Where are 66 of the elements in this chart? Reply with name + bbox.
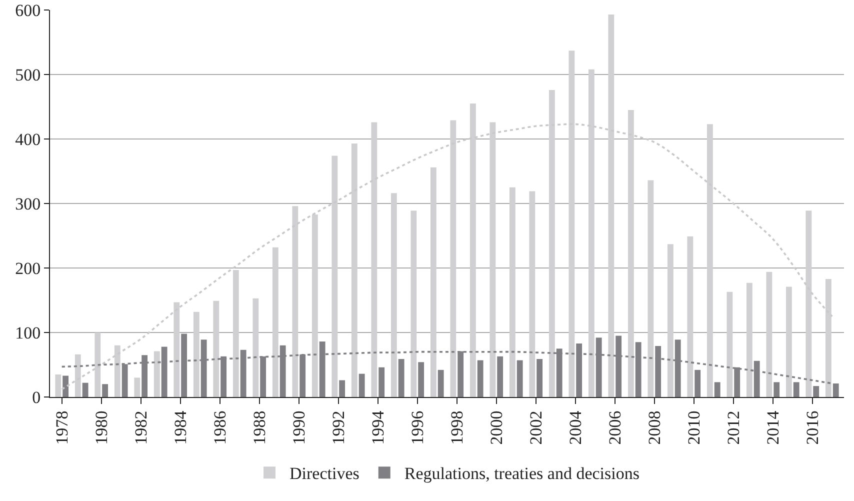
x-tick-label: 2012 [724, 410, 743, 445]
bar [272, 247, 278, 397]
bar [648, 180, 654, 397]
bar [766, 272, 772, 397]
bar [497, 356, 504, 397]
bar [62, 376, 69, 397]
x-tick-label: 2008 [644, 410, 664, 445]
bar [529, 191, 536, 397]
bar [832, 383, 839, 397]
bar [390, 193, 397, 397]
y-tick-label: 500 [15, 65, 41, 84]
bar [687, 236, 694, 397]
bar [102, 384, 108, 397]
legend-label: Regulations, treaties and decisions [404, 464, 640, 484]
bar [378, 367, 385, 397]
x-tick-label: 1986 [210, 410, 230, 445]
bar [438, 370, 444, 397]
bar [714, 382, 720, 397]
legend-label: Directives [290, 464, 360, 484]
bar [410, 210, 417, 397]
bar [82, 382, 88, 397]
bar [509, 187, 516, 397]
x-tick-label: 1978 [52, 410, 72, 445]
x-tick-label: 1992 [328, 410, 348, 445]
bar [774, 382, 780, 397]
bar [477, 360, 484, 397]
bar [694, 370, 701, 397]
bar [134, 378, 140, 397]
x-tick-label: 1996 [408, 410, 427, 445]
bar [358, 374, 365, 397]
y-tick-label: 200 [15, 258, 41, 278]
bar [516, 360, 523, 397]
x-tick-label: 1998 [447, 410, 466, 445]
x-tick-label: 2010 [684, 410, 704, 445]
x-tick-label: 1994 [368, 410, 388, 445]
y-tick-label: 400 [15, 130, 41, 149]
x-tick-label: 2016 [802, 410, 822, 445]
bar [746, 282, 752, 397]
bar [667, 244, 674, 397]
bar [793, 382, 800, 397]
bar [418, 362, 424, 397]
x-tick-label: 1984 [170, 410, 190, 445]
x-tick-label: 1982 [131, 410, 150, 445]
y-tick-label: 0 [32, 388, 41, 407]
x-tick-label: 2000 [486, 410, 506, 445]
bar [213, 300, 220, 397]
bar [154, 351, 160, 397]
bar [398, 358, 404, 397]
x-tick-label: 2004 [566, 410, 585, 445]
x-tick-label: 1990 [289, 410, 308, 445]
bar [726, 292, 733, 397]
y-tick-label: 600 [15, 0, 41, 20]
y-tick-label: 100 [15, 323, 41, 342]
bar [536, 358, 543, 397]
bar [252, 298, 259, 397]
bar [786, 286, 792, 397]
x-tick-label: 2002 [526, 410, 546, 445]
bar [193, 312, 200, 397]
x-tick-label: 2006 [605, 410, 624, 445]
bar [339, 380, 346, 397]
bar [430, 167, 436, 397]
y-tick-label: 300 [15, 194, 41, 214]
x-tick-label: 1980 [92, 410, 111, 445]
x-tick-label: 2014 [763, 410, 782, 445]
bar [813, 386, 820, 397]
x-tick-label: 1988 [250, 410, 269, 445]
